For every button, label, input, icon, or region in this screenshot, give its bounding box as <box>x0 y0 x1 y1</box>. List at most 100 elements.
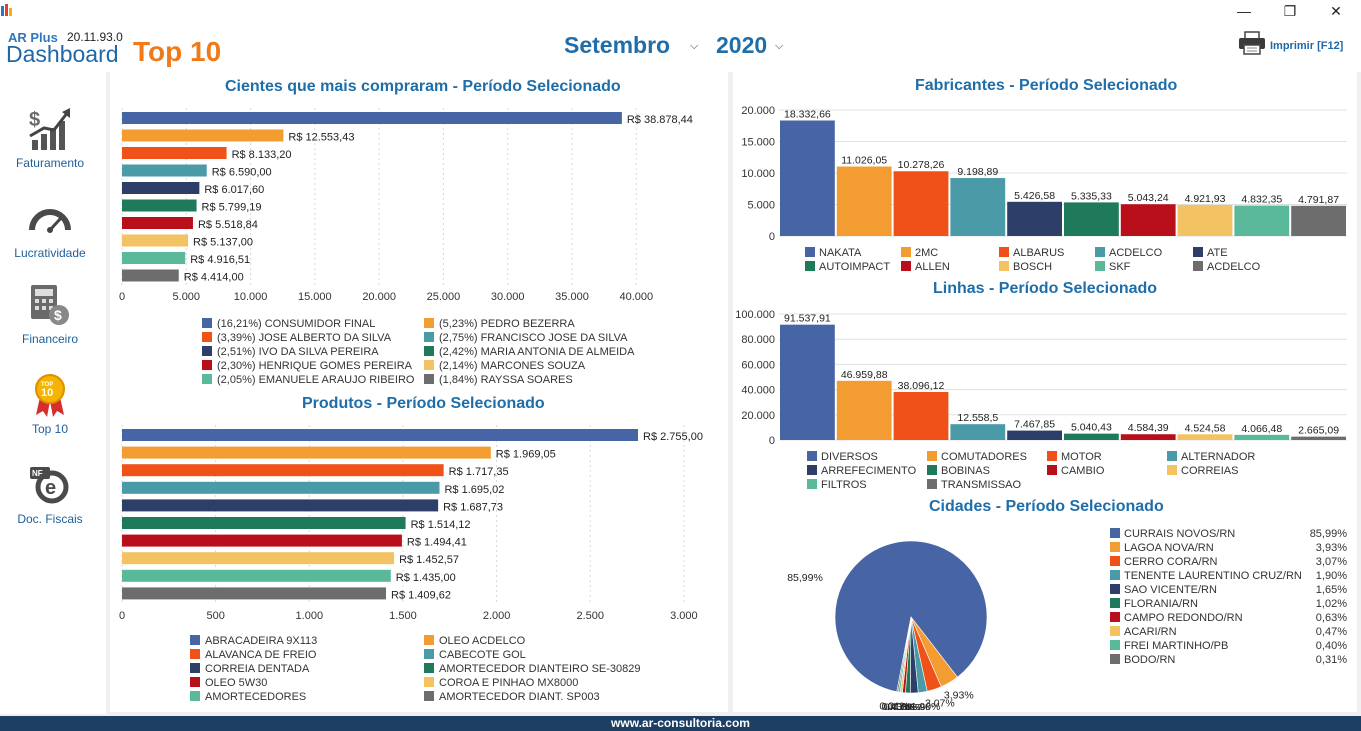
legend-entry: (1,84%) RAYSSA SOARES <box>439 374 573 386</box>
bar <box>1120 434 1176 440</box>
legend-swatch <box>927 465 937 475</box>
legend-swatch <box>424 691 434 701</box>
legend-entry: ALLEN <box>915 261 950 273</box>
legend-entry: MOTOR <box>1061 451 1102 463</box>
sidebar-item-label: Lucratividade <box>14 246 86 260</box>
legend-entry: (5,23%) PEDRO BEZERRA <box>439 318 575 330</box>
data-label: R$ 4.916,51 <box>190 254 250 266</box>
tick-label: 1.500 <box>389 610 417 622</box>
clients-chart: 0 5.000 10.000 15.000 20.000 25.000 30.000 35.0… <box>119 108 693 386</box>
sidebar-item-top10[interactable]: TOP 10 Top 10 <box>0 370 100 454</box>
bar <box>950 178 1006 236</box>
year-chevron-down-icon[interactable]: ⌵ <box>775 40 784 52</box>
tick-label: 2.000 <box>483 610 511 622</box>
sidebar-item-doc-fiscais[interactable]: e NF Doc. Fiscais <box>0 460 100 544</box>
svg-text:$: $ <box>54 307 62 323</box>
footer-link[interactable]: www.ar-consultoria.com <box>611 716 750 730</box>
legend-value: 1,02% <box>1316 598 1347 610</box>
data-label: 11.026,05 <box>841 155 887 167</box>
footer: www.ar-consultoria.com <box>0 716 1361 731</box>
legend-swatch <box>807 451 817 461</box>
sidebar-item-financeiro[interactable]: $ Financeiro <box>0 280 100 364</box>
chart-growth-icon: $ <box>0 104 100 154</box>
bar <box>122 269 179 282</box>
page-title: Top 10 <box>133 36 222 67</box>
legend-swatch <box>1095 261 1105 271</box>
app-logo-icon <box>1 4 12 16</box>
minimize-button[interactable]: — <box>1221 0 1267 22</box>
legend-entry: AUTOIMPACT <box>819 261 890 273</box>
print-button[interactable]: Imprimir [F12] <box>1238 31 1343 55</box>
data-label: R$ 6.590,00 <box>212 167 272 179</box>
data-label: R$ 6.017,60 <box>204 184 264 196</box>
legend-swatch <box>190 677 200 687</box>
bar <box>122 534 402 547</box>
legend-entry: ACDELCO <box>1207 261 1261 273</box>
sidebar-item-faturamento[interactable]: $ Faturamento <box>0 104 100 188</box>
legend-entry: (2,05%) EMANUELE ARAUJO RIBEIRO <box>217 374 415 386</box>
tick-label: 0 <box>769 435 775 447</box>
legend-entry: AMORTECEDOR DIANT. SP003 <box>439 691 600 703</box>
slice-label: 0,63% <box>887 702 917 710</box>
legend-swatch <box>807 465 817 475</box>
legend-swatch <box>202 332 212 342</box>
legend-value: 0,63% <box>1316 612 1347 624</box>
legend-value: 3,07% <box>1316 556 1347 568</box>
data-label: 4.066,48 <box>1241 423 1282 435</box>
bar <box>122 587 387 600</box>
tick-label: 15.000 <box>741 137 775 149</box>
tick-label: 0 <box>119 291 125 303</box>
tick-label: 80.000 <box>741 334 775 346</box>
lines-chart: 0 20.000 40.000 60.000 80.000 100.000 91.537,9… <box>735 309 1347 491</box>
right-panel: Fabricantes - Período Selecionado 0 5.000… <box>733 72 1357 712</box>
legend-entry: (2,51%) IVO DA SILVA PEREIRA <box>217 346 379 358</box>
legend-swatch <box>1110 626 1120 636</box>
legend-swatch <box>1110 598 1120 608</box>
bar <box>893 171 949 236</box>
legend-entry: CURRAIS NOVOS/RN <box>1124 528 1235 540</box>
data-label: 7.467,85 <box>1014 419 1055 431</box>
bar <box>122 517 406 529</box>
legend-entry: CAMBIO <box>1061 465 1105 477</box>
data-label: 5.043,24 <box>1128 192 1169 204</box>
bar <box>780 324 835 440</box>
bar <box>122 217 193 229</box>
svg-text:$: $ <box>29 109 40 131</box>
slice-label: 3,93% <box>944 690 974 702</box>
legend-swatch <box>805 261 815 271</box>
year-select[interactable]: 2020 <box>716 32 768 58</box>
month-select[interactable]: Setembro <box>564 32 671 58</box>
sidebar-item-lucratividade[interactable]: Lucratividade <box>0 194 100 278</box>
data-label: R$ 1.969,05 <box>496 449 556 461</box>
bar <box>122 199 197 212</box>
legend-entry: BODO/RN <box>1124 654 1175 666</box>
legend-entry: CABECOTE GOL <box>439 649 526 661</box>
legend-swatch <box>202 360 212 370</box>
month-chevron-down-icon[interactable]: ⌵ <box>690 40 699 52</box>
slice-label: 1,65% <box>900 702 930 710</box>
bar <box>122 252 186 264</box>
close-button[interactable]: ✕ <box>1313 0 1359 22</box>
maximize-button[interactable]: ❐ <box>1267 0 1313 22</box>
legend-entry: FILTROS <box>821 479 867 491</box>
legend-entry: (3,39%) JOSE ALBERTO DA SILVA <box>217 332 392 344</box>
legend-swatch <box>901 261 911 271</box>
svg-text:10: 10 <box>41 387 53 399</box>
tick-label: 5.000 <box>747 200 775 212</box>
legend-swatch <box>202 374 212 384</box>
legend-entry: CORREIA DENTADA <box>205 663 310 675</box>
sidebar: $ Faturamento Lucratividade <box>0 72 106 714</box>
close-icon: ✕ <box>1330 2 1342 19</box>
data-label: R$ 5.518,84 <box>198 219 258 231</box>
slice-label: 1,02% <box>892 702 922 710</box>
bar <box>1291 436 1346 440</box>
data-label: 38.096,12 <box>898 380 945 392</box>
legend-swatch <box>1047 451 1057 461</box>
legend-value: 0,40% <box>1316 640 1347 652</box>
speedometer-icon <box>0 194 100 244</box>
legend-entry: OLEO ACDELCO <box>439 635 526 647</box>
tick-label: 30.000 <box>491 291 525 303</box>
pie-slice <box>896 616 912 693</box>
clients-chart-title: Cientes que mais compraram - Período Sel… <box>225 78 621 95</box>
sidebar-item-label: Faturamento <box>15 156 85 170</box>
